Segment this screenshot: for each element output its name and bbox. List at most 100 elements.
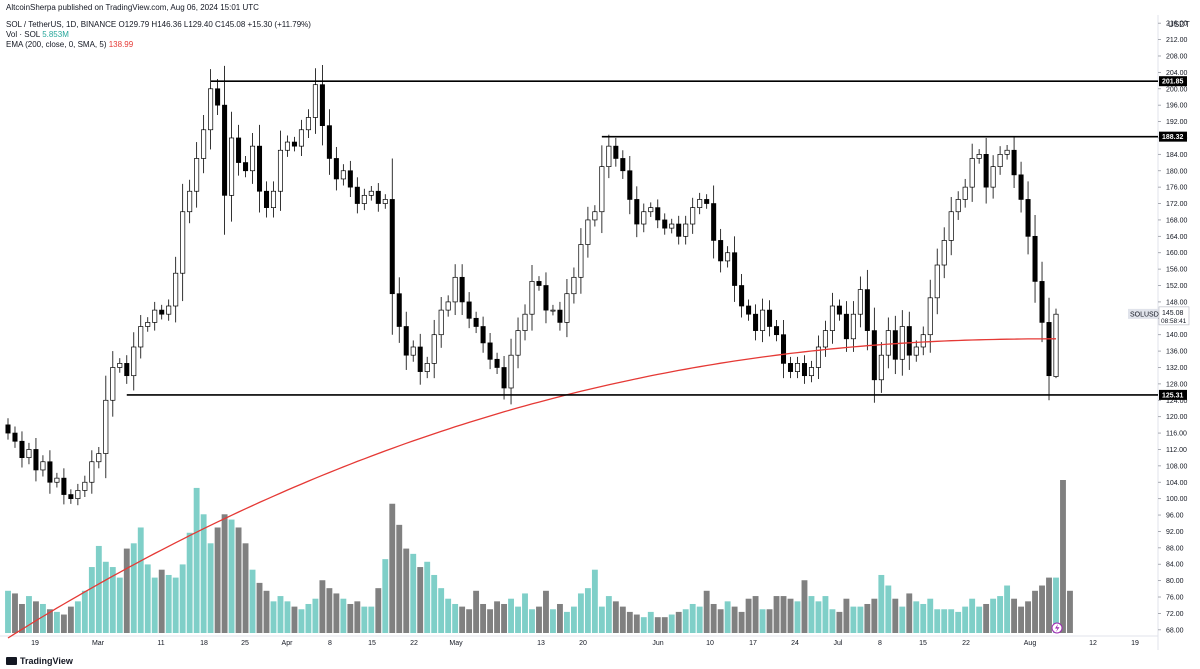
down-candle-body <box>711 203 717 241</box>
ohlc-values: O129.79 H146.36 L129.40 C145.08 +15.30 (… <box>118 20 311 29</box>
candle <box>222 65 228 235</box>
candle <box>298 119 304 156</box>
candle <box>375 183 381 212</box>
candle <box>955 191 961 220</box>
volume-bar <box>137 527 144 633</box>
candle <box>718 228 724 273</box>
down-candle-body <box>767 309 773 327</box>
date-tick-label: 13 <box>537 640 545 647</box>
down-candle-body <box>627 170 633 200</box>
volume-bar <box>766 609 773 633</box>
volume-bar <box>158 569 165 633</box>
volume-bar <box>557 603 563 633</box>
date-tick-label: Aug <box>1024 640 1037 647</box>
down-candle-body <box>536 281 542 286</box>
up-candle-body <box>913 346 919 356</box>
candle <box>305 109 311 138</box>
candle <box>201 115 207 174</box>
candle <box>284 135 290 157</box>
down-candle-body <box>417 346 423 372</box>
candle <box>990 155 996 199</box>
down-candle-body <box>347 170 353 188</box>
up-candle-body <box>529 281 535 315</box>
candle <box>473 311 479 334</box>
down-candle-body <box>480 326 486 344</box>
down-candle-body <box>494 358 500 368</box>
down-candle-body <box>662 219 668 229</box>
down-candle-body <box>1011 149 1017 176</box>
down-candle-body <box>906 326 912 356</box>
volume-bar <box>319 580 326 633</box>
ema-value: 138.99 <box>108 40 134 49</box>
volume-bar <box>836 611 843 633</box>
candle <box>655 199 661 229</box>
volume-bar <box>193 487 200 633</box>
candle <box>333 146 339 191</box>
symbol-name[interactable]: SOL / TetherUS, 1D, BINANCE <box>6 20 117 29</box>
volume-bar <box>731 606 738 633</box>
horizontal-levels: 201.85 188.32 125.31 <box>126 76 1187 400</box>
candle <box>808 360 814 383</box>
up-candle-body <box>997 154 1003 168</box>
up-candle-body <box>969 158 975 188</box>
candle <box>815 335 821 379</box>
up-candle-body <box>201 129 207 159</box>
volume-bar <box>654 617 661 633</box>
volume-bar <box>640 617 647 633</box>
up-candle-body <box>54 477 60 483</box>
candle <box>822 320 828 357</box>
candle <box>662 213 668 235</box>
volume-legend: Vol · SOL 5.853M <box>6 30 69 40</box>
candle <box>669 218 675 234</box>
volume-bar <box>934 609 941 633</box>
price-tick-label: 80.00 <box>1166 578 1184 585</box>
volume-bar <box>808 596 815 633</box>
up-candle-body <box>641 211 647 225</box>
down-candle-body <box>501 367 507 389</box>
up-candle-body <box>382 199 388 204</box>
down-candle-body <box>655 207 661 221</box>
volume-bar <box>26 596 32 633</box>
down-candle-body <box>753 313 759 331</box>
down-candle-body <box>1032 235 1038 282</box>
up-candle-body <box>941 240 947 266</box>
level-price-tag-label: 188.32 <box>1162 134 1184 141</box>
up-candle-body <box>850 313 856 340</box>
candle <box>159 304 165 320</box>
volume-bar <box>389 503 396 633</box>
volume-bar <box>668 614 675 633</box>
date-tick-label: 8 <box>328 640 332 647</box>
candle <box>913 340 919 362</box>
candle <box>501 356 507 400</box>
candle <box>892 315 898 375</box>
candle <box>550 304 556 316</box>
up-candle-body <box>152 309 158 323</box>
up-candle-body <box>312 84 318 118</box>
volume-bar <box>228 519 235 633</box>
up-candle-body <box>578 244 584 278</box>
volume-bar <box>452 603 459 633</box>
volume-bar <box>249 569 256 633</box>
date-tick-label: 20 <box>579 640 587 647</box>
volume-label[interactable]: Vol · SOL <box>6 30 40 39</box>
up-candle-body <box>934 264 940 299</box>
candle <box>683 215 689 245</box>
volume-bar <box>396 524 403 633</box>
volume-bar <box>794 601 801 633</box>
price-tick-label: 112.00 <box>1166 447 1187 454</box>
volume-bar <box>773 596 780 633</box>
up-candle-body <box>96 453 102 463</box>
volume-bar <box>403 548 410 633</box>
level-price-tag-label: 125.31 <box>1162 392 1184 399</box>
volume-bar <box>494 601 501 633</box>
candle <box>774 319 780 342</box>
volume-bar <box>200 514 207 633</box>
ema-label[interactable]: EMA (200, close, 0, SMA, 5) <box>6 40 107 49</box>
down-candle-body <box>61 477 67 495</box>
volume-bar <box>563 611 570 633</box>
down-candle-body <box>375 190 381 204</box>
volume-bar <box>543 590 549 633</box>
tradingview-logo[interactable]: TradingView <box>6 656 73 666</box>
